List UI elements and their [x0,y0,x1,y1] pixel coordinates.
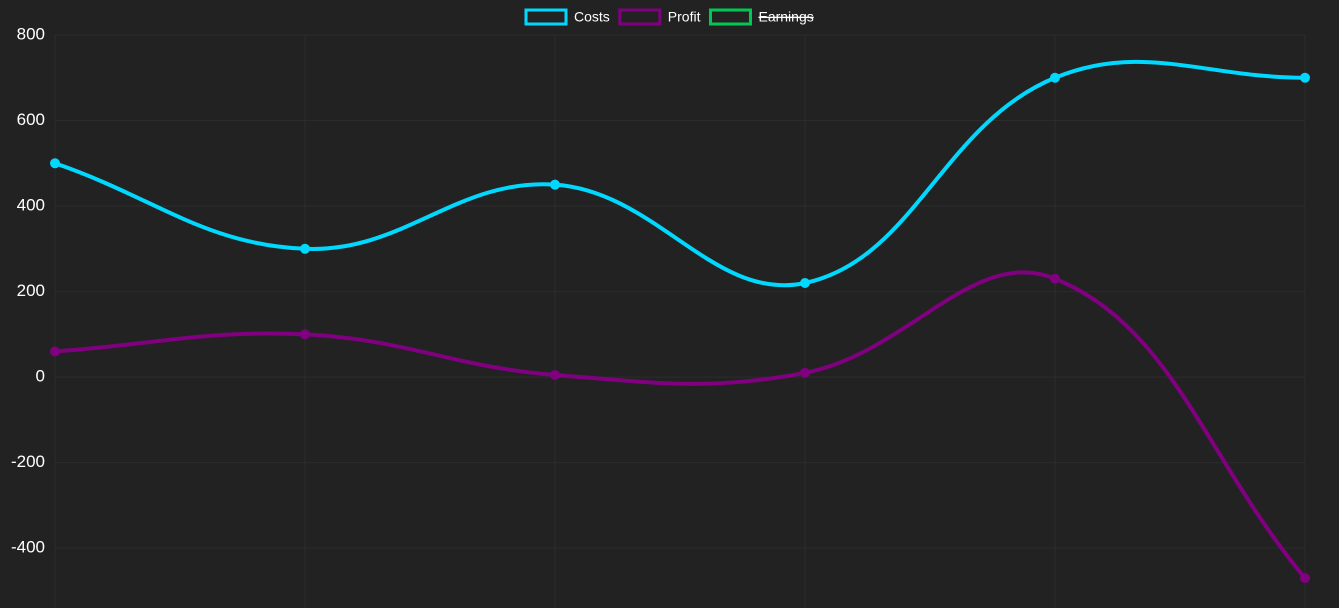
line [54,270,1307,580]
legend-item[interactable]: Costs [524,8,610,26]
legend: Costs Profit Earnings [524,8,814,26]
point [800,278,810,289]
point [1300,72,1310,83]
point [800,367,810,378]
legend-label: Costs [574,9,610,25]
y-tick-label: -400 [11,538,45,557]
y-tick-label: 600 [17,110,45,129]
point [50,158,60,169]
legend-item[interactable]: Profit [618,8,701,26]
legend-label: Profit [668,9,701,25]
y-tick-label: -200 [11,452,45,471]
point [550,179,560,190]
point [300,243,310,254]
y-tick-label: 400 [17,196,45,215]
legend-item[interactable]: Earnings [708,8,814,26]
point [1300,573,1310,584]
point [300,329,310,340]
line [54,59,1306,288]
legend-label: Earnings [758,9,813,25]
y-tick-label: 200 [17,281,45,300]
y-tick-label: 0 [36,367,45,386]
point [1050,72,1060,83]
y-tick-label: 800 [17,24,45,43]
legend-swatch [708,8,752,26]
legend-swatch [524,8,568,26]
point [50,346,60,357]
point [1050,273,1060,284]
point [550,369,560,380]
legend-swatch [618,8,662,26]
